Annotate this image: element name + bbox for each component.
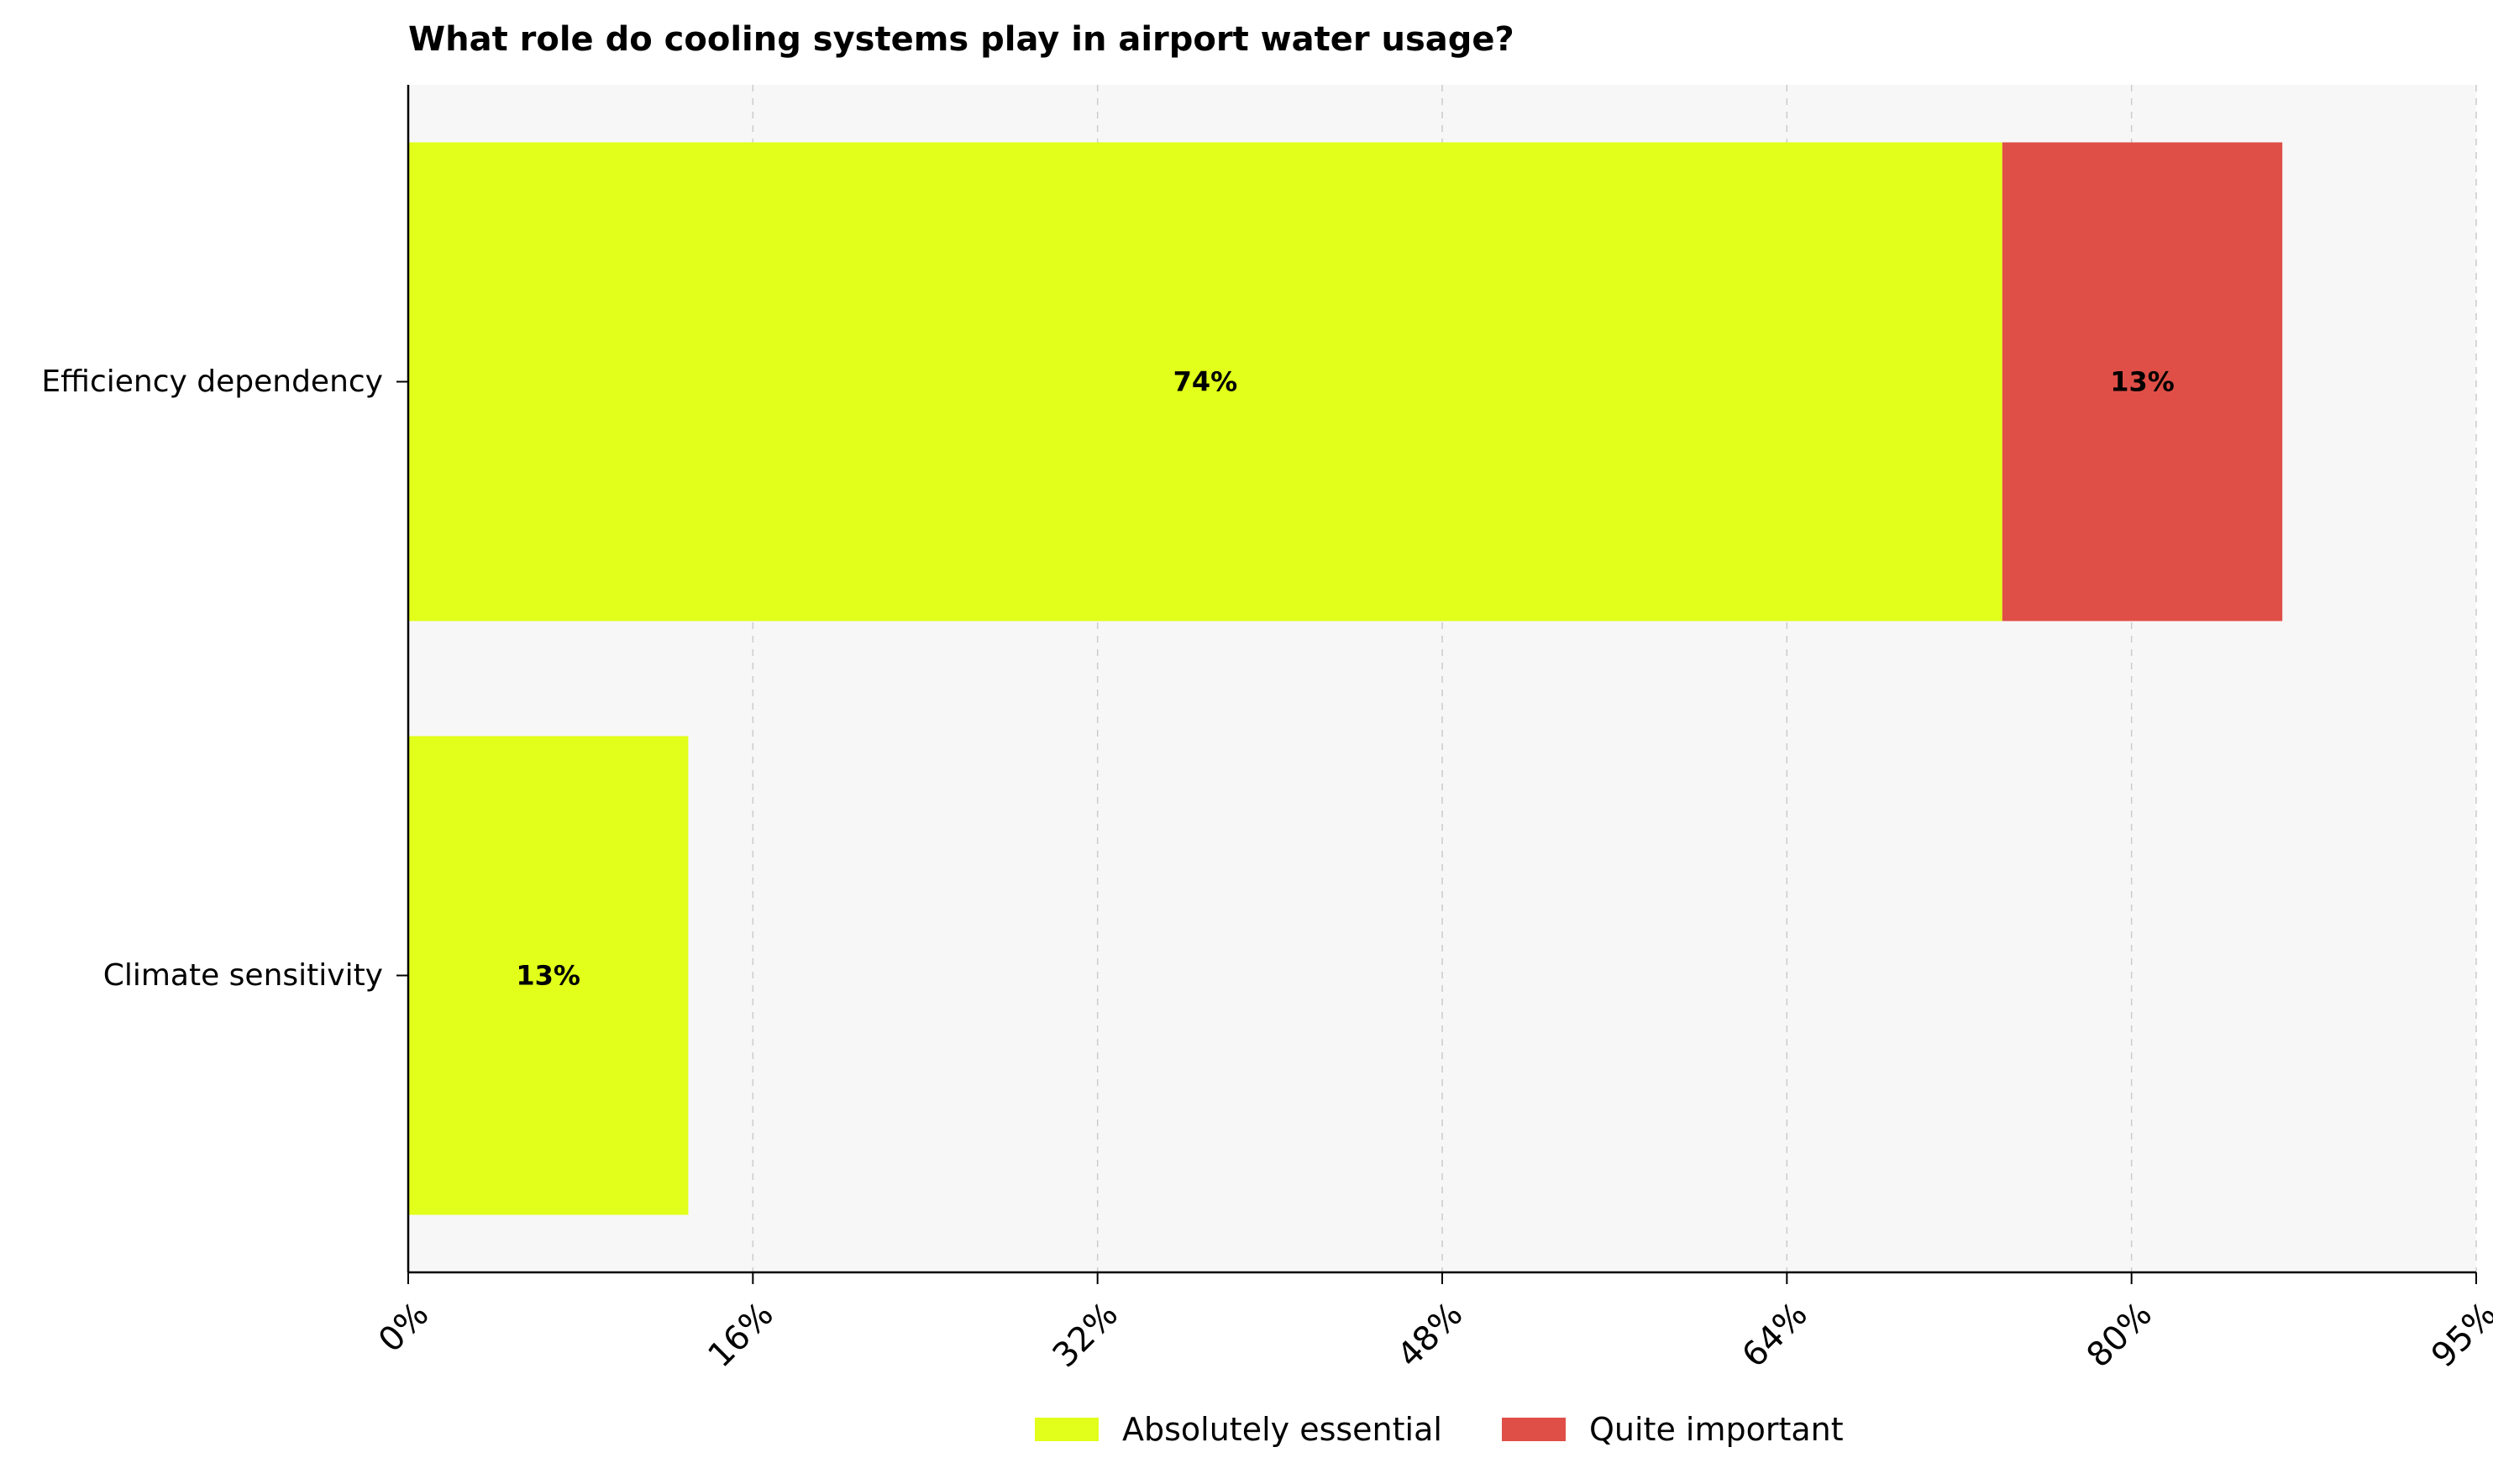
bar-1-0 <box>2002 142 2283 621</box>
legend: Absolutely essential Quite important <box>1035 1411 1844 1448</box>
bar-0-1 <box>408 736 689 1215</box>
y-tick-label: Climate sensitivity <box>103 958 383 993</box>
legend-label: Quite important <box>1589 1411 1844 1448</box>
y-tick-label: Efficiency dependency <box>41 364 383 399</box>
x-tick-label: 48% <box>1390 1295 1470 1375</box>
data-label: 13% <box>2110 366 2175 398</box>
bars <box>408 142 2283 1215</box>
x-tick-label: 80% <box>2080 1295 2160 1375</box>
legend-swatch <box>1035 1418 1099 1441</box>
data-label: 74% <box>1173 366 1238 398</box>
x-tick-label: 32% <box>1046 1295 1126 1375</box>
legend-label: Absolutely essential <box>1122 1411 1442 1448</box>
grid-lines <box>752 85 2477 1272</box>
data-label: 13% <box>516 960 580 992</box>
x-tick-label: 64% <box>1735 1295 1814 1375</box>
x-tick-label: 0% <box>371 1295 436 1360</box>
data-labels: 74% 13% 13% <box>516 366 2174 992</box>
legend-swatch <box>1502 1418 1566 1441</box>
bar-0-0 <box>408 142 2002 621</box>
x-tick-label: 95% <box>2424 1295 2493 1375</box>
x-tick-label: 16% <box>701 1295 780 1375</box>
chart-title: What role do cooling systems play in air… <box>408 20 1514 59</box>
